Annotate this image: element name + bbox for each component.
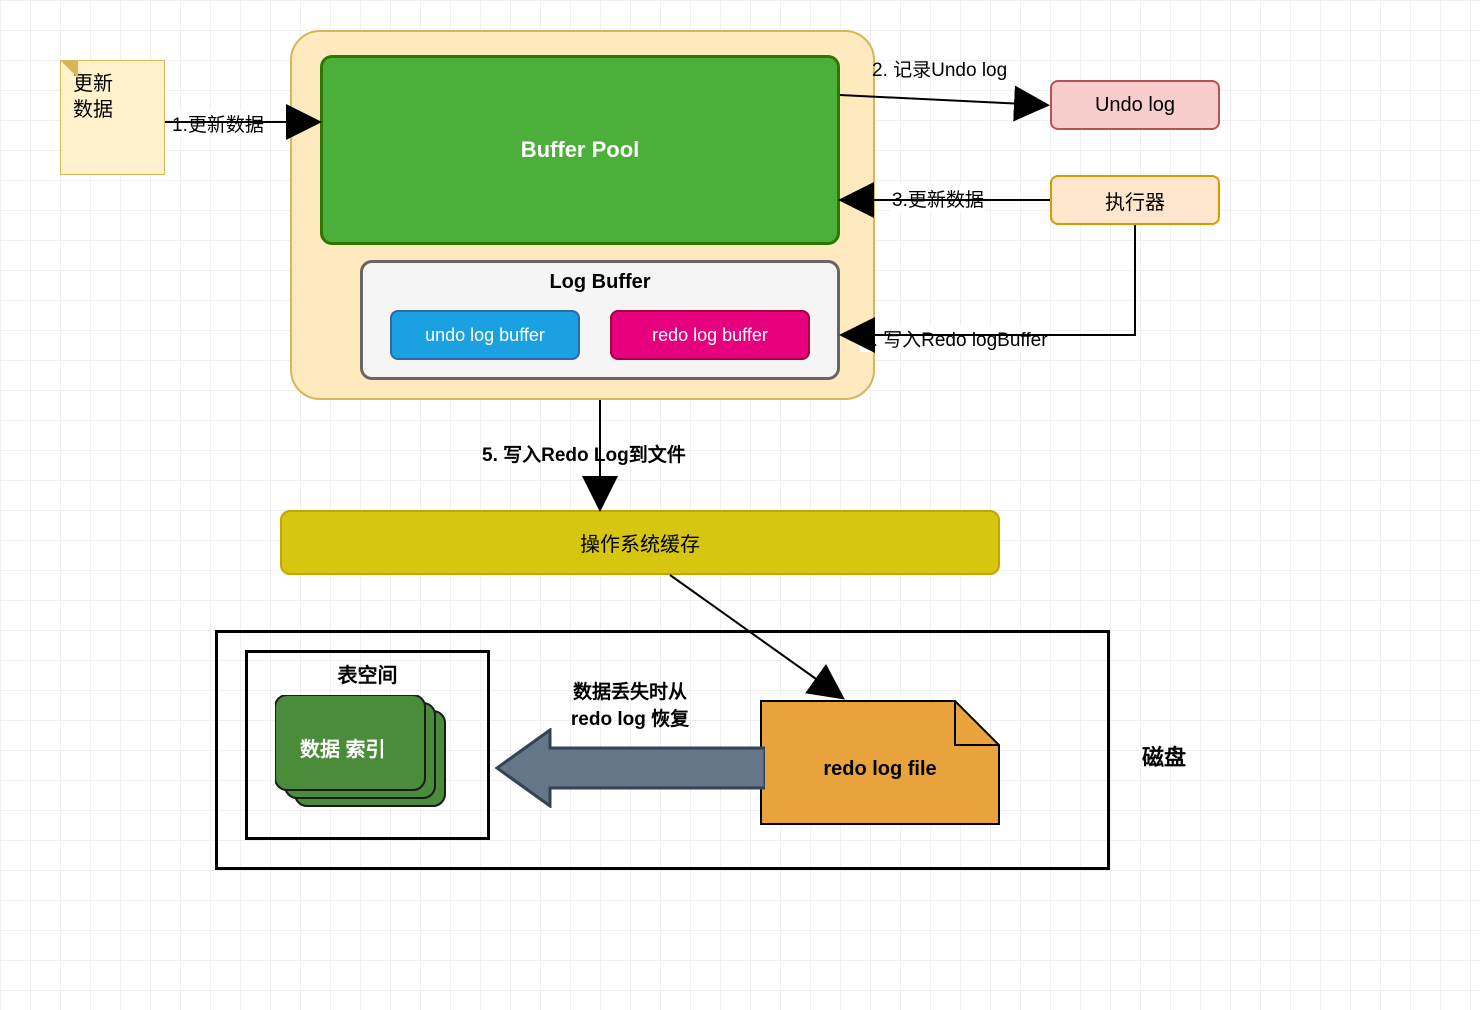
edge-label-recovery-l1: 数据丢失时从 — [547, 680, 713, 707]
diagram-canvas: 更新 数据 Buffer Pool Log Buffer undo log bu… — [0, 0, 1480, 1010]
buffer-pool-label: Buffer Pool — [521, 137, 640, 163]
log-buffer-label: Log Buffer — [549, 271, 650, 294]
undo-log-label: Undo log — [1095, 94, 1175, 117]
redo-log-file-label: redo log file — [760, 758, 1000, 781]
redo-log-buffer-label: redo log buffer — [652, 325, 768, 346]
disk-label: 磁盘 — [1140, 740, 1188, 772]
recovery-arrow-icon — [495, 728, 765, 808]
os-cache-box: 操作系统缓存 — [280, 510, 1000, 575]
undo-log-box: Undo log — [1050, 80, 1220, 130]
edge-label-recovery: 数据丢失时从 redo log 恢复 — [545, 680, 715, 733]
tablespace-title: 表空间 — [248, 659, 487, 688]
edge-label-3: 3.更新数据 — [890, 185, 986, 212]
note-text-line1: 更新 — [73, 71, 152, 97]
executor-label: 执行器 — [1105, 186, 1165, 215]
os-cache-label: 操作系统缓存 — [580, 528, 700, 557]
undo-log-buffer-box: undo log buffer — [390, 310, 580, 360]
redo-log-buffer-box: redo log buffer — [610, 310, 810, 360]
edge-label-4: 4. 写入Redo logBuffer — [860, 325, 1050, 352]
edge-label-2: 2. 记录Undo log — [870, 55, 1009, 82]
edge-label-1: 1.更新数据 — [170, 110, 266, 137]
note-fold-icon — [60, 60, 78, 78]
data-index-card-label: 数据 索引 — [300, 733, 386, 762]
undo-log-buffer-label: undo log buffer — [425, 325, 545, 346]
note-text-line2: 数据 — [73, 97, 152, 123]
executor-box: 执行器 — [1050, 175, 1220, 225]
buffer-pool-box: Buffer Pool — [320, 55, 840, 245]
edge-label-recovery-l2: redo log 恢复 — [547, 707, 713, 734]
edge-label-5: 5. 写入Redo Log到文件 — [480, 440, 688, 467]
update-data-note: 更新 数据 — [60, 60, 165, 175]
